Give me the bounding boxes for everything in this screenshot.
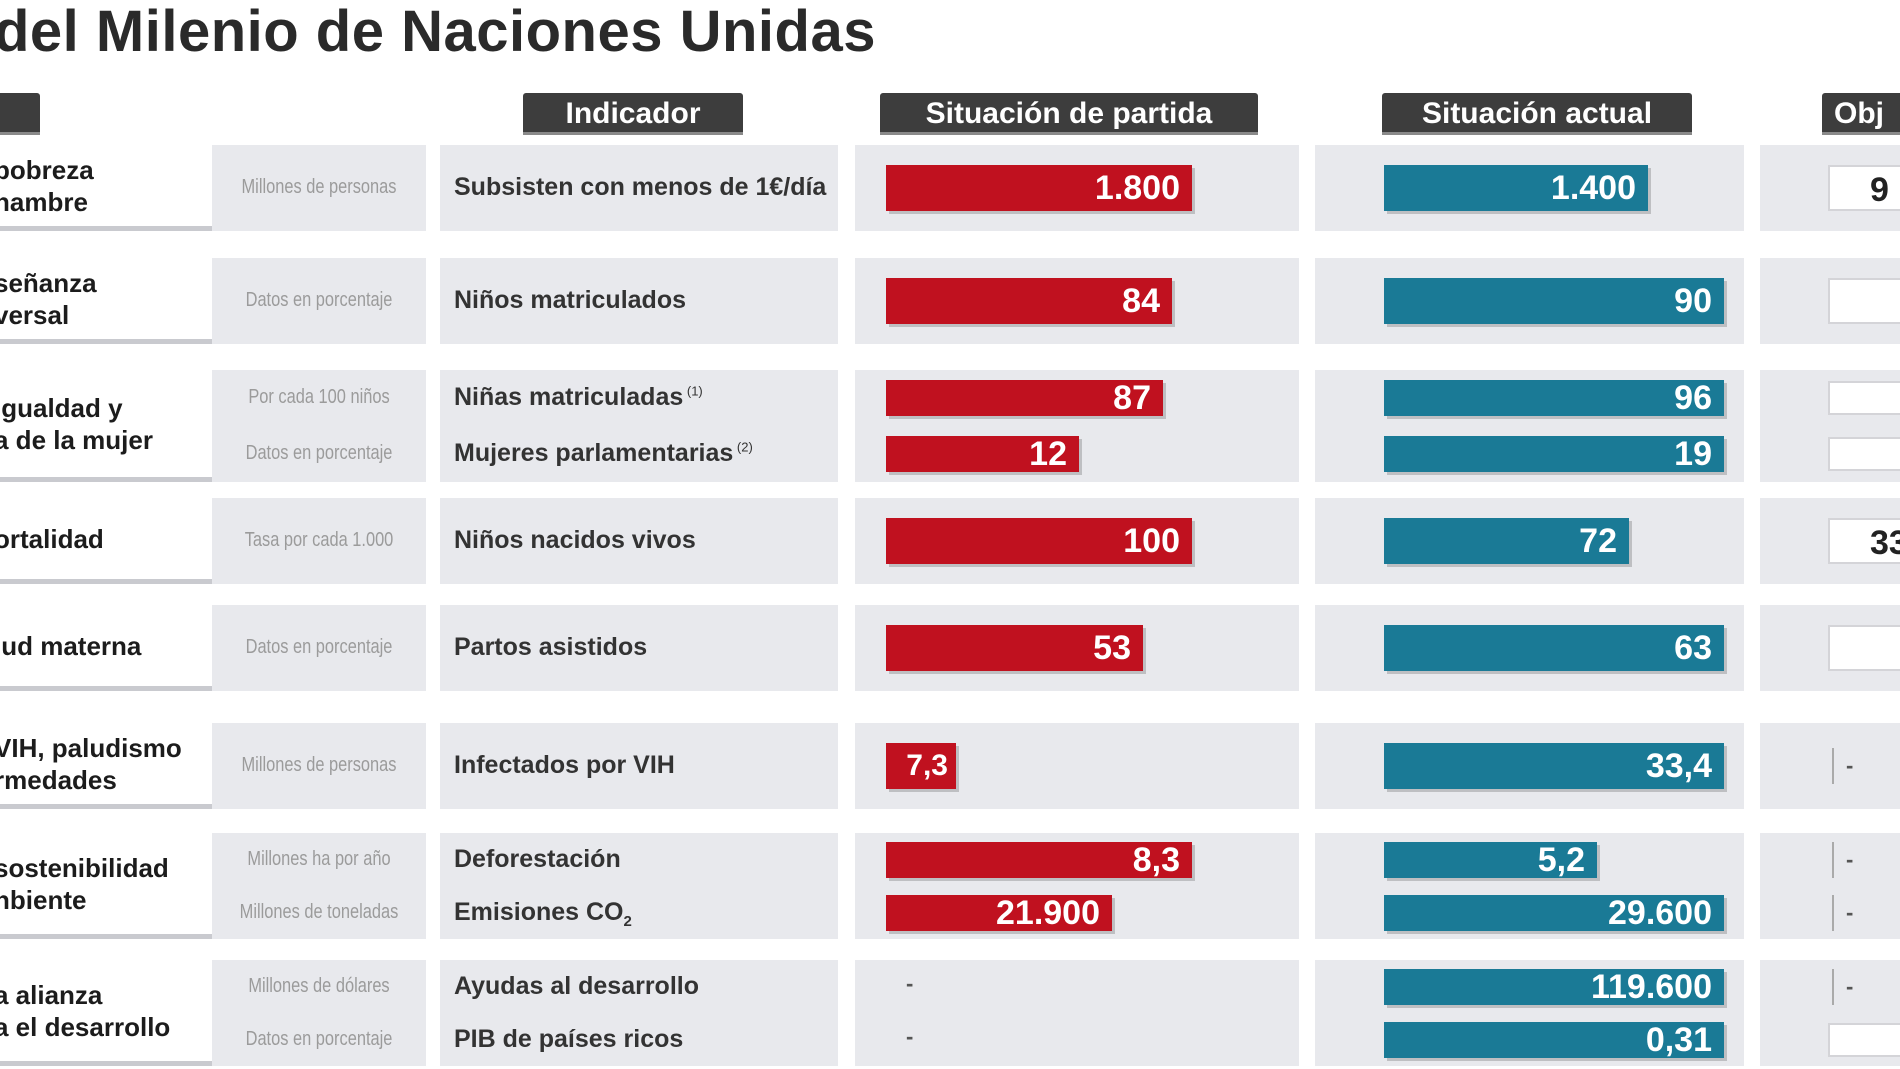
unit-cell [212,960,426,1066]
unit-label: Tasa por cada 1.000 [244,529,394,551]
start-bar: 53 [886,625,1143,671]
start-bar: 12 [886,436,1079,472]
indicator-cell [440,723,838,809]
objective-dash: - [1832,894,1853,931]
indicator-name: Niños nacidos vivos [454,526,696,554]
goal-label: pobreza hambre [0,154,94,217]
current-header: Situación actual [1382,93,1692,135]
unit-label: Millones de personas [241,176,397,198]
indicator-cell [440,960,838,1066]
objective-dash: - [1832,968,1853,1005]
indicator-cell [440,833,838,939]
unit-cell [212,498,426,584]
unit-label: Datos en porcentaje [245,289,393,311]
unit-label: Por cada 100 niños [248,386,390,408]
current-bar: 33,4 [1384,743,1724,789]
unit-label: Millones de dólares [248,974,390,997]
objective-cell [1760,723,1900,809]
current-bar: 72 [1384,518,1629,564]
unit-label: Millones ha por año [247,847,391,870]
unit-cell [212,723,426,809]
indicator-name: Partos asistidos [454,633,648,661]
start-cell [855,960,1299,1066]
start-empty-dash: - [906,1023,914,1049]
goal-label-cell: a alianza a el desarrollo [0,960,212,1066]
current-bar: 0,31 [1384,1021,1724,1058]
goal-header [0,93,40,135]
start-bar: 8,3 [886,841,1192,878]
objective-cell [1760,833,1900,939]
unit-cell [212,370,426,482]
objective-value [1828,278,1900,324]
goal-label: sostenibilidad nbiente [0,852,169,915]
goal-label: lud materna [0,630,142,661]
start-bar: 100 [886,518,1192,564]
objective-value: 9 [1828,165,1900,211]
goal-label: a alianza a el desarrollo [0,979,171,1042]
unit-cell [212,258,426,344]
current-bar: 5,2 [1384,841,1597,878]
unit-cell [212,145,426,231]
indicator-name: Infectados por VIH [454,751,675,779]
unit-cell [212,605,426,691]
indicator-cell [440,145,838,231]
subscript: 2 [623,912,632,930]
indicator-name: Mujeres parlamentarias (2) [454,439,753,467]
objective-dash: - [1832,841,1853,878]
start-bar: 1.800 [886,165,1192,211]
current-bar: 29.600 [1384,894,1724,931]
indicator-cell [440,498,838,584]
indicator-name: Emisiones CO2 [454,897,632,930]
start-bar: 87 [886,380,1163,416]
objective-value: 33 [1828,518,1900,564]
indicator-name: Niñas matriculadas (1) [454,383,703,411]
current-bar: 96 [1384,380,1724,416]
current-bar: 119.600 [1384,968,1724,1005]
footnote-marker: (1) [683,383,703,399]
indicator-cell [440,258,838,344]
goal-label-cell: lud materna [0,605,212,691]
current-bar: 90 [1384,278,1724,324]
start-bar: 84 [886,278,1172,324]
indicator-name: Deforestación [454,844,621,873]
indicator-cell [440,370,838,482]
indicator-name: Niños matriculados [454,286,686,314]
objective-value [1828,1022,1900,1057]
indicator-name: Ayudas al desarrollo [454,971,699,1000]
goal-label-cell: sostenibilidad nbiente [0,833,212,939]
indicator-header: Indicador [523,93,743,135]
goal-label: VIH, paludismo rmedades [0,732,182,795]
unit-label: Datos en porcentaje [245,1027,393,1050]
goal-label-cell: VIH, paludismo rmedades [0,723,212,809]
start-empty-dash: - [906,970,914,996]
footnote-marker: (2) [733,439,753,455]
objective-value [1828,381,1900,415]
objective-dash: - [1832,748,1853,784]
unit-label: Datos en porcentaje [245,636,393,658]
goal-label: ortalidad [0,523,104,554]
chart-title: del Milenio de Naciones Unidas [0,0,876,64]
indicator-name: Subsisten con menos de 1€/día [454,173,827,201]
start-bar: 7,3 [886,743,956,789]
start-bar: 21.900 [886,894,1112,931]
goal-label: señanza versal [0,267,97,330]
objective-header: Obj [1822,93,1900,135]
objective-value [1828,625,1900,671]
start-header: Situación de partida [880,93,1258,135]
unit-label: Datos en porcentaje [245,442,393,464]
current-bar: 19 [1384,436,1724,472]
current-bar: 63 [1384,625,1724,671]
unit-label: Millones de personas [241,754,397,776]
unit-label: Millones de toneladas [239,900,399,923]
indicator-name: PIB de países ricos [454,1024,684,1053]
current-bar: 1.400 [1384,165,1648,211]
goal-label-cell: ortalidad [0,498,212,584]
indicator-cell [440,605,838,691]
goal-label-cell: señanza versal [0,258,212,344]
objective-value [1828,437,1900,471]
unit-cell [212,833,426,939]
goal-label-cell: pobreza hambre [0,145,212,231]
